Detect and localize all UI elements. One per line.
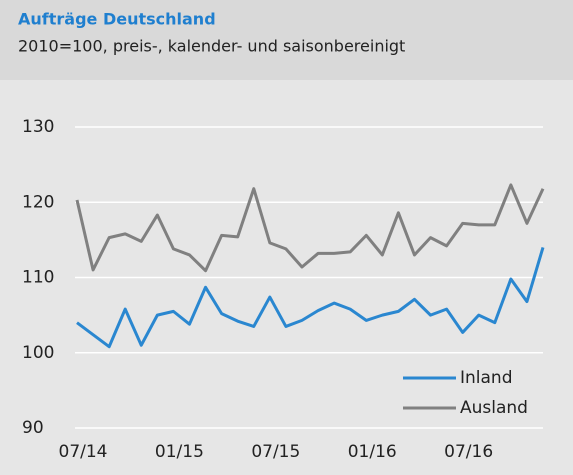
- header-band: [0, 0, 573, 80]
- x-tick-label: 01/15: [155, 442, 204, 462]
- x-tick-label: 07/16: [444, 442, 493, 462]
- legend-label: Ausland: [460, 398, 528, 418]
- y-tick-label: 120: [22, 192, 54, 212]
- y-tick-label: 100: [22, 343, 54, 363]
- x-tick-label: 07/14: [59, 442, 108, 462]
- y-tick-label: 90: [22, 418, 44, 438]
- chart-title: Aufträge Deutschland: [18, 10, 216, 29]
- chart-subtitle: 2010=100, preis-, kalender- und saisonbe…: [18, 37, 405, 56]
- y-tick-label: 130: [22, 117, 54, 137]
- x-tick-label: 07/15: [251, 442, 300, 462]
- x-tick-label: 01/16: [348, 442, 397, 462]
- y-tick-label: 110: [22, 268, 54, 288]
- legend-label: Inland: [460, 368, 513, 388]
- data-line: [76, 246, 545, 349]
- data-line: [75, 183, 545, 273]
